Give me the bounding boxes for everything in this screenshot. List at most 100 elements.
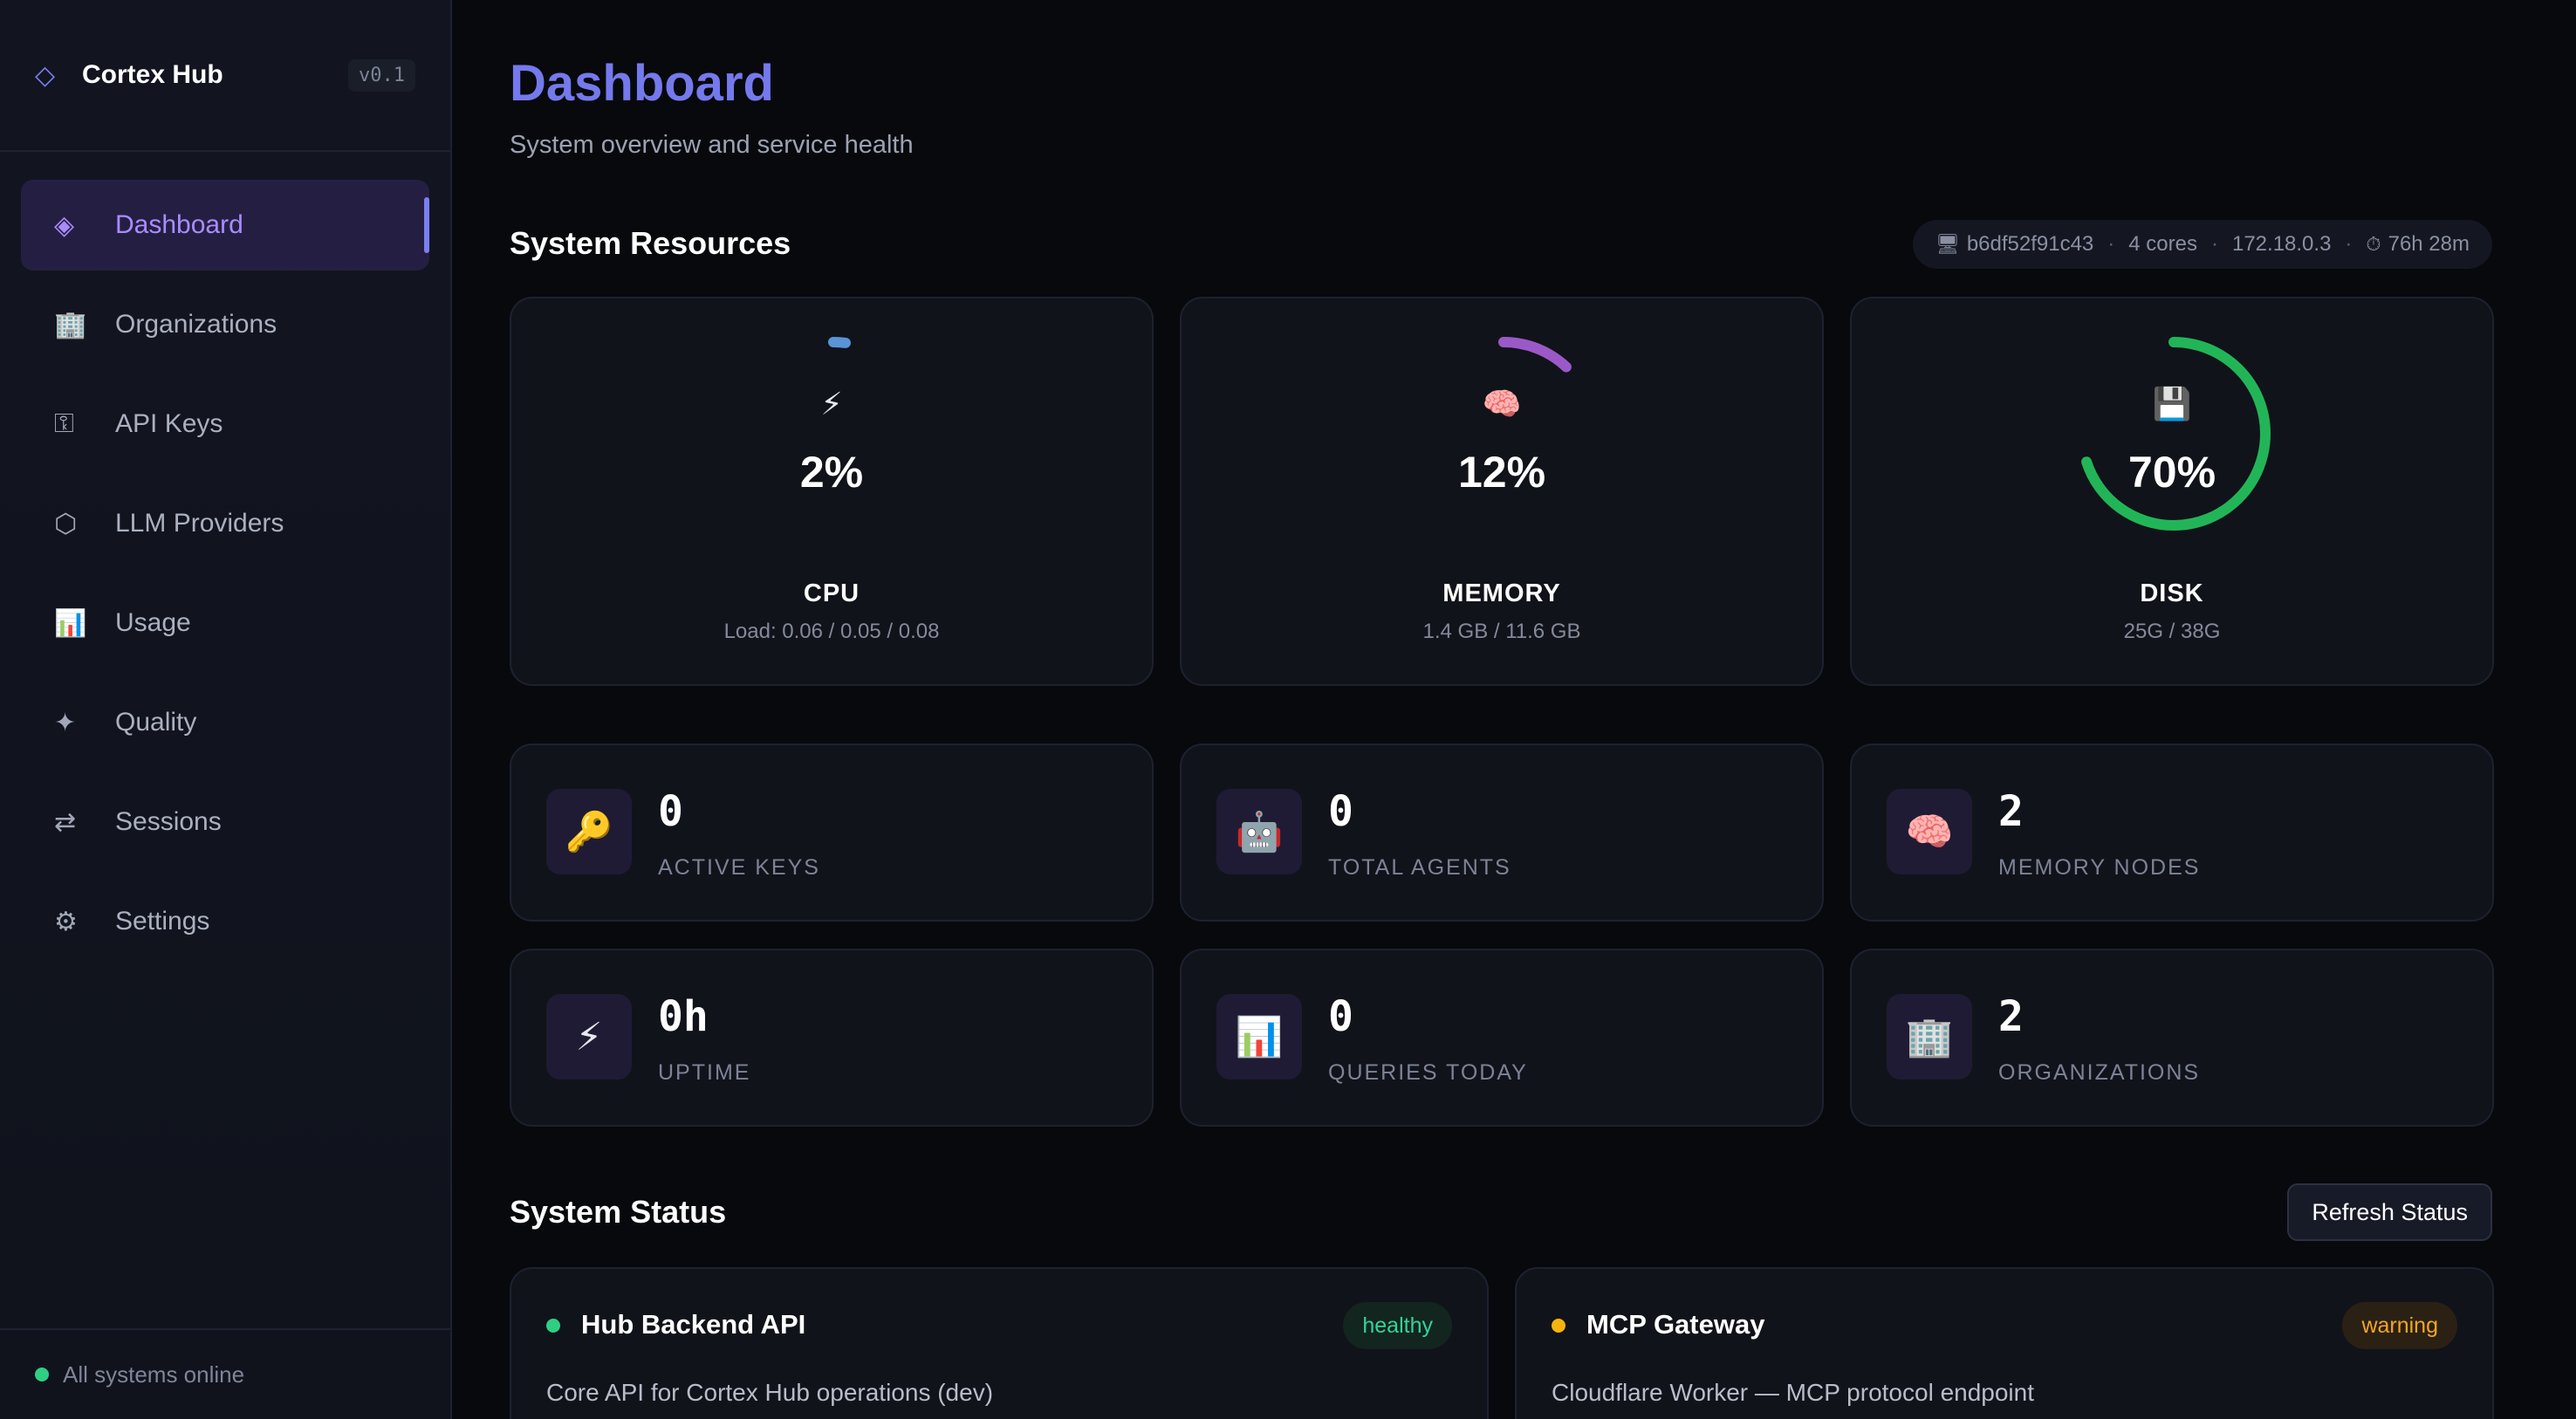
disk-card: 💾 70% DISK 25G / 38G: [1850, 297, 2494, 686]
separator: ·: [2210, 232, 2218, 256]
system-status-text: All systems online: [63, 1361, 245, 1388]
status-badge: warning: [2342, 1302, 2457, 1349]
memory-card: 🧠 12% MEMORY 1.4 GB / 11.6 GB: [1180, 297, 1824, 686]
sidebar-item-label: Sessions: [115, 807, 222, 836]
cpu-gauge-arc: [736, 337, 930, 531]
ip-address: 172.18.0.3: [2231, 232, 2332, 256]
stat-label: UPTIME: [658, 1060, 751, 1085]
cpu-card: ⚡ 2% CPU Load: 0.06 / 0.05 / 0.08: [510, 297, 1154, 686]
memory-gauge-arc: [1407, 337, 1600, 531]
service-name: MCP Gateway: [1586, 1309, 1765, 1340]
stat-label: ACTIVE KEYS: [658, 855, 820, 880]
sidebar-item-label: Quality: [115, 708, 197, 737]
brain-icon: 🧠: [1482, 386, 1522, 422]
monitor-icon: 🖥: [1935, 233, 1960, 255]
cpu-load: Load: 0.06 / 0.05 / 0.08: [723, 620, 940, 643]
sidebar-item-label: Usage: [115, 608, 191, 637]
disk-gauge-arc: [2077, 337, 2271, 531]
bar-chart-icon: 📊: [54, 608, 87, 638]
cpu-percent: 2%: [799, 448, 864, 497]
status-dot: [546, 1319, 560, 1333]
sidebar-item-usage[interactable]: 📊 Usage: [21, 578, 429, 668]
memory-percent: 12%: [1457, 448, 1546, 497]
host-info-pill: 🖥 b6df52f91c43 · 4 cores · 172.18.0.3 · …: [1912, 220, 2492, 269]
stat-label: MEMORY NODES: [1998, 855, 2201, 880]
hostname: b6df52f91c43: [1966, 232, 2094, 256]
version-badge: v0.1: [348, 58, 415, 92]
cpu-label: CPU: [803, 579, 860, 607]
disk-percent: 70%: [2127, 448, 2216, 497]
stat-card-total-agents: 🤖 0 TOTAL AGENTS: [1180, 744, 1824, 922]
bar-chart-icon: 📊: [1216, 994, 1302, 1080]
sidebar-item-label: Organizations: [115, 310, 277, 339]
status-dot: [1552, 1319, 1565, 1333]
page-subtitle: System overview and service health: [510, 131, 914, 159]
stat-card-memory-nodes: 🧠 2 MEMORY NODES: [1850, 744, 2494, 922]
stat-label: TOTAL AGENTS: [1328, 855, 1511, 880]
sidebar-item-settings[interactable]: ⚙ Settings: [21, 876, 429, 967]
refresh-status-button[interactable]: Refresh Status: [2287, 1183, 2492, 1241]
separator: ·: [2107, 232, 2115, 256]
arrows-exchange-icon: ⇄: [54, 807, 77, 837]
stat-card-active-keys: 🔑 0 ACTIVE KEYS: [510, 744, 1154, 922]
stat-label: ORGANIZATIONS: [1998, 1060, 2201, 1085]
stat-value: 0h: [658, 992, 709, 1041]
lightning-icon: ⚡: [546, 994, 632, 1080]
service-name: Hub Backend API: [581, 1309, 806, 1340]
robot-icon: 🤖: [1216, 789, 1302, 874]
service-card-hub-backend-api[interactable]: Hub Backend API healthy Core API for Cor…: [510, 1267, 1489, 1419]
sidebar-item-quality[interactable]: ✦ Quality: [21, 677, 429, 768]
disk-usage: 25G / 38G: [2123, 620, 2221, 643]
brand-name: Cortex Hub: [82, 60, 223, 89]
sidebar-item-label: LLM Providers: [115, 509, 284, 538]
status-dot: [35, 1368, 49, 1381]
disk-label: DISK: [2140, 579, 2204, 607]
brain-icon: 🧠: [1887, 789, 1972, 874]
diamond-icon: ◈: [54, 210, 75, 240]
cores: 4 cores: [2128, 232, 2197, 256]
stat-value: 2: [1998, 992, 2024, 1041]
status-badge: healthy: [1343, 1302, 1452, 1349]
sidebar-nav: ◈ Dashboard 🏢 Organizations ⚿ API Keys ⬡…: [0, 152, 450, 967]
gear-icon: ⚙: [54, 907, 78, 936]
stat-card-uptime: ⚡ 0h UPTIME: [510, 949, 1154, 1127]
stat-card-organizations: 🏢 2 ORGANIZATIONS: [1850, 949, 2494, 1127]
sidebar-item-api-keys[interactable]: ⚿ API Keys: [21, 379, 429, 470]
stat-card-queries-today: 📊 0 QUERIES TODAY: [1180, 949, 1824, 1127]
sidebar-item-organizations[interactable]: 🏢 Organizations: [21, 279, 429, 370]
system-status-title: System Status: [510, 1194, 727, 1230]
sidebar: ◇ Cortex Hub v0.1 ◈ Dashboard 🏢 Organiza…: [0, 0, 452, 1419]
service-card-mcp-gateway[interactable]: MCP Gateway warning Cloudflare Worker — …: [1515, 1267, 2494, 1419]
brand-header: ◇ Cortex Hub v0.1: [0, 0, 450, 152]
stat-value: 0: [1328, 787, 1353, 836]
service-description: Core API for Cortex Hub operations (dev): [546, 1379, 994, 1406]
lightning-icon: ⚡: [820, 386, 843, 422]
office-building-icon: 🏢: [54, 310, 87, 339]
office-building-icon: 🏢: [1887, 994, 1972, 1080]
floppy-disk-icon: 💾: [2152, 386, 2192, 422]
key-icon: 🔑: [546, 789, 632, 874]
sparkle-icon: ✦: [54, 708, 77, 737]
disk-gauge: [2077, 337, 2271, 531]
sidebar-item-label: API Keys: [115, 409, 223, 438]
sidebar-item-dashboard[interactable]: ◈ Dashboard: [21, 180, 429, 271]
cpu-gauge: [736, 337, 930, 531]
stat-value: 0: [1328, 992, 1353, 1041]
memory-usage: 1.4 GB / 11.6 GB: [1422, 620, 1581, 643]
separator: ·: [2345, 232, 2353, 256]
page-title: Dashboard: [510, 55, 774, 112]
diamond-outline-icon: ◇: [35, 60, 56, 90]
host-uptime: 76h 28m: [2388, 232, 2470, 256]
memory-gauge: [1407, 337, 1600, 531]
stat-value: 0: [658, 787, 683, 836]
service-description: Cloudflare Worker — MCP protocol endpoin…: [1552, 1379, 2034, 1406]
sidebar-footer: All systems online: [0, 1328, 450, 1419]
stat-value: 2: [1998, 787, 2024, 836]
sidebar-item-llm-providers[interactable]: ⬡ LLM Providers: [21, 478, 429, 569]
stopwatch-icon: ⏱: [2366, 233, 2381, 255]
memory-label: MEMORY: [1442, 579, 1561, 607]
sidebar-item-label: Dashboard: [115, 210, 243, 239]
hexagon-icon: ⬡: [54, 509, 78, 538]
sidebar-item-label: Settings: [115, 907, 210, 936]
sidebar-item-sessions[interactable]: ⇄ Sessions: [21, 777, 429, 867]
